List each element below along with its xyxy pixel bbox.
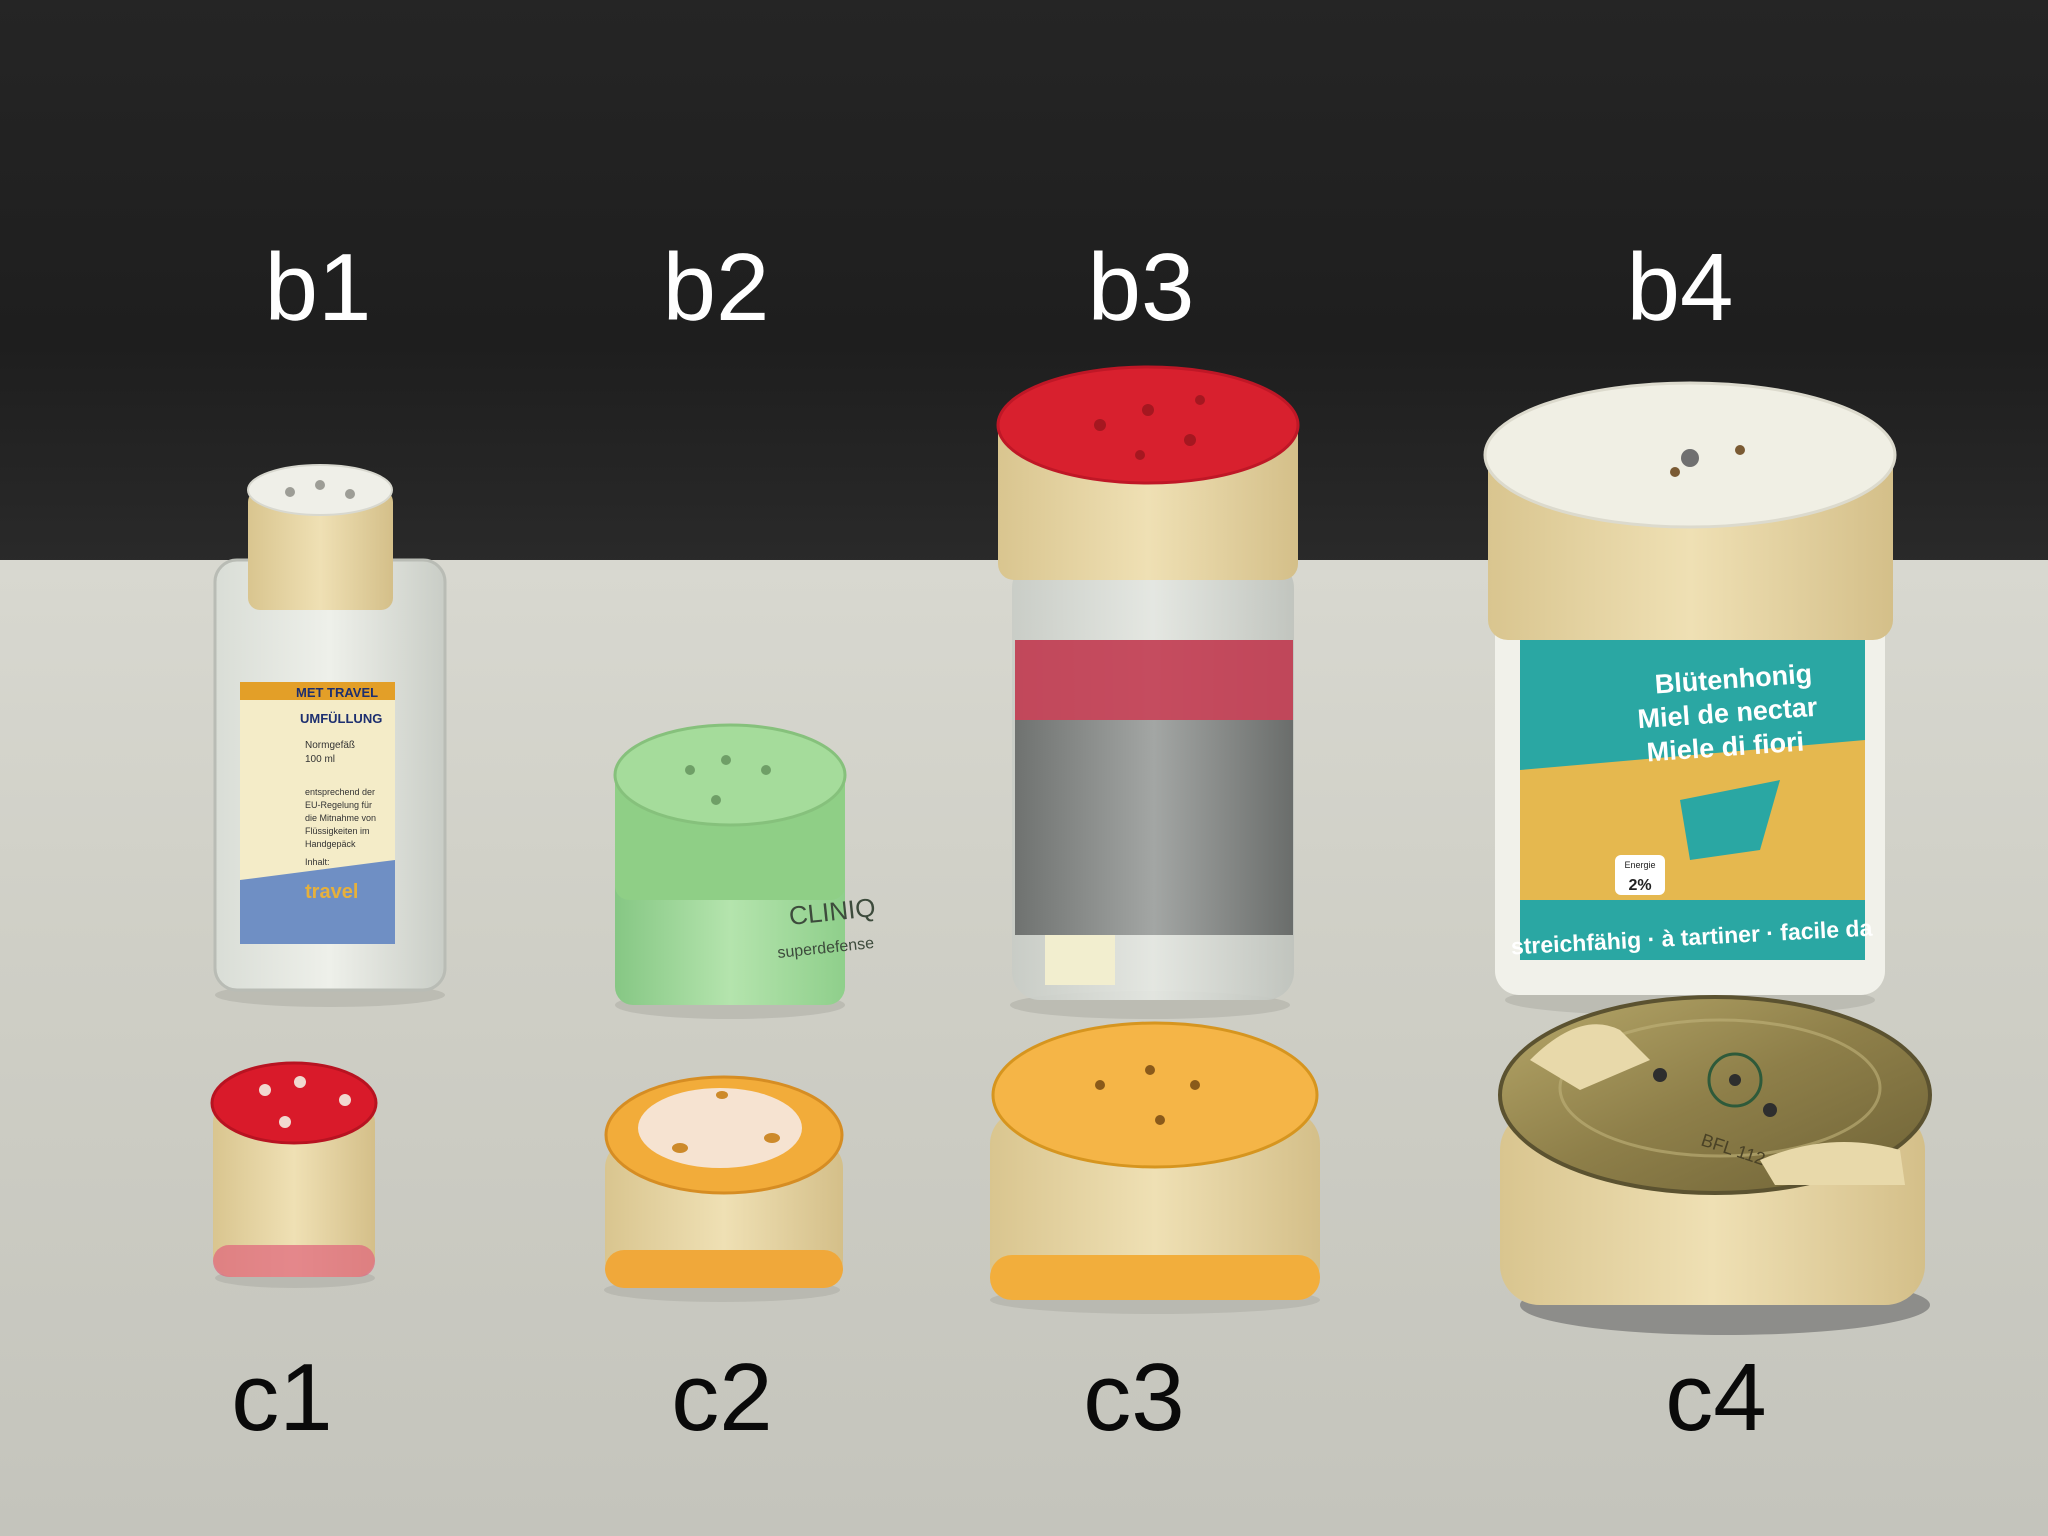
- label-b3: b3: [1087, 234, 1195, 341]
- energy-label: Energie: [1624, 860, 1655, 870]
- bottle-line1: Normgefäß: [305, 740, 355, 751]
- bottle-body1: entsprechend der: [305, 787, 375, 797]
- label-c2: c2: [671, 1344, 773, 1451]
- bottle-body2: EU-Regelung für: [305, 800, 372, 810]
- bottle-brand: MET TRAVEL: [296, 685, 378, 700]
- label-b4: b4: [1626, 234, 1734, 341]
- label-c4: c4: [1665, 1344, 1767, 1451]
- label-c1: c1: [231, 1344, 333, 1451]
- label-b2: b2: [662, 234, 770, 341]
- jar-b2: CLINIQ superdefense: [613, 723, 877, 1019]
- bottle-body4: Flüssigkeiten im: [305, 826, 370, 836]
- bottle-body5: Handgepäck: [305, 839, 356, 849]
- bottle-travel: travel: [305, 881, 358, 903]
- cap-c2: [604, 1075, 844, 1302]
- lid-c4: BFL 112: [1498, 995, 1932, 1335]
- jar-b3: [996, 365, 1300, 1019]
- bottle-title: UMFÜLLUNG: [300, 711, 382, 726]
- bottle-body3: die Mitnahme von: [305, 813, 376, 823]
- bottle-inhalt: Inhalt:: [305, 857, 330, 867]
- bottle-b1: MET TRAVEL UMFÜLLUNG Normgefäß 100 ml en…: [213, 464, 447, 1007]
- cap-c3: [990, 1021, 1320, 1314]
- cap-c1: [210, 1061, 378, 1288]
- tub-b4: Energie 2% Blütenhonig Miel de nectar Mi…: [1483, 381, 1897, 1016]
- bottle-line2: 100 ml: [305, 754, 335, 765]
- energy-value: 2%: [1628, 877, 1651, 894]
- label-b1: b1: [264, 234, 372, 341]
- label-c3: c3: [1083, 1344, 1185, 1451]
